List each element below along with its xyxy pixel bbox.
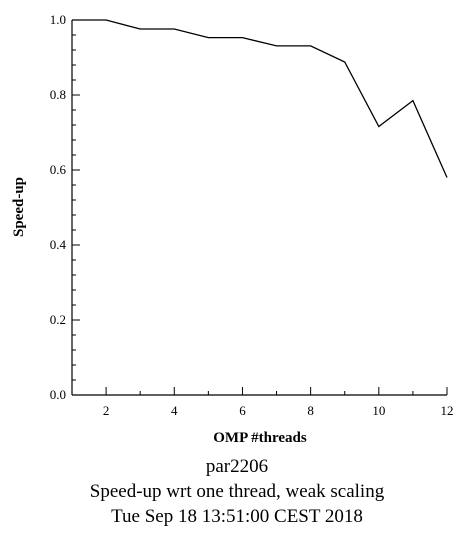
caption-timestamp: Tue Sep 18 13:51:00 CEST 2018 [111, 506, 363, 527]
tick-labels: 0.0 0.2 0.4 0.6 0.8 1.0 2 4 6 8 10 12 [50, 12, 454, 418]
tick-marks [71, 19, 448, 396]
y-tick-label: 0.8 [50, 87, 66, 102]
y-tick-label: 0.6 [50, 162, 67, 177]
y-tick-label: 0.4 [50, 237, 67, 252]
plot-axes [71, 20, 447, 396]
caption-title: par2206 [205, 456, 269, 477]
caption-description: Speed-up wrt one thread, weak scaling [89, 481, 385, 502]
y-tick-label: 0.2 [50, 312, 66, 327]
x-tick-label: 4 [171, 403, 178, 418]
x-tick-label: 12 [441, 403, 454, 418]
y-tick-label: 1.0 [50, 12, 66, 27]
speedup-chart: 0.00.20.40.60.81.02 4 6 8 10 12 OMP #threads … [11, 12, 454, 446]
x-axis-label: OMP #threads [213, 430, 307, 446]
y-tick-label: 0.0 [50, 387, 66, 402]
x-tick-label: 2 [103, 403, 110, 418]
x-tick-label: 8 [307, 403, 314, 418]
x-tick-label: 6 [239, 403, 246, 418]
series-line [72, 19, 448, 178]
y-axis-label: Speed-up [11, 177, 27, 237]
x-tick-label: 10 [372, 403, 385, 418]
